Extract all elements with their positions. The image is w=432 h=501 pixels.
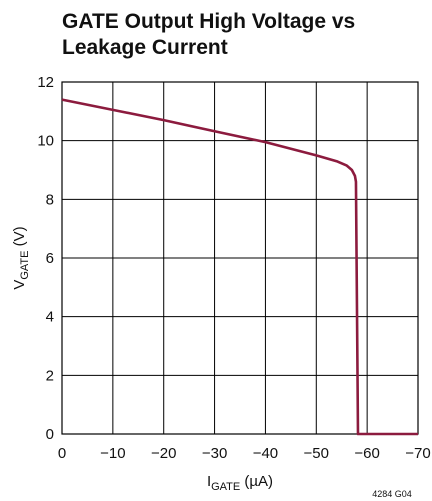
x-label-sub: GATE [211,481,240,493]
y-axis-label: VGATE (V) [11,226,31,289]
y-tick-label: 2 [46,367,54,384]
x-tick-label: −40 [253,445,278,462]
x-tick-label: −70 [405,445,430,462]
y-tick-label: 0 [46,426,54,443]
x-tick-label: −10 [100,445,125,462]
x-tick-label: −20 [151,445,176,462]
y-tick-label: 10 [37,133,54,150]
annotation: 4284 G04 [372,489,412,499]
y-label-main: V [11,280,28,290]
y-label-sub: GATE [19,251,31,280]
x-label-main: I [207,473,211,490]
y-tick-label: 8 [46,191,54,208]
data-line [61,98,418,436]
chart-title: GATE Output High Voltage vs [62,10,355,33]
x-axis-label: IGATE (µA) [207,473,273,493]
y-label-unit: (V) [11,226,28,250]
y-tick-label: 12 [37,74,54,91]
chart-title: Leakage Current [62,36,228,59]
x-tick-label: −50 [304,445,329,462]
y-tick-label: 6 [46,250,54,267]
plot-frame [61,81,419,435]
x-tick-label: −30 [202,445,227,462]
x-tick-label: −60 [354,445,379,462]
x-label-unit: (µA) [240,473,273,490]
y-tick-label: 4 [46,309,54,326]
x-tick-label: 0 [58,445,66,462]
